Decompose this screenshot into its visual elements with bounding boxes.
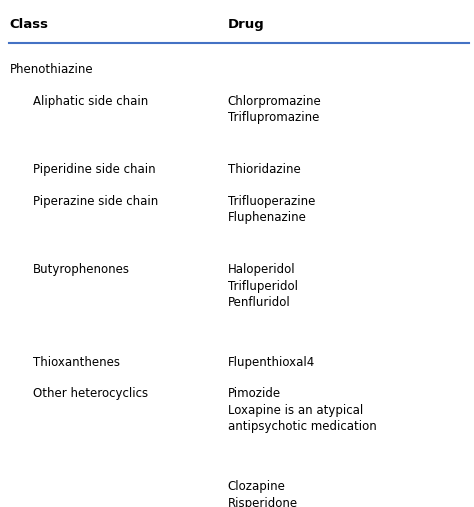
Text: Piperidine side chain: Piperidine side chain: [33, 163, 156, 176]
Text: Clozapine
Risperidone
Olanzapine
Quetiapine
Aripiprazole
Ziprasidone: Clozapine Risperidone Olanzapine Quetiap…: [228, 480, 299, 507]
Text: Piperazine side chain: Piperazine side chain: [33, 195, 158, 208]
Text: Butyrophenones: Butyrophenones: [33, 263, 130, 276]
Text: Chlorpromazine
Triflupromazine: Chlorpromazine Triflupromazine: [228, 95, 321, 124]
Text: Thioxanthenes: Thioxanthenes: [33, 356, 120, 369]
Text: Haloperidol
Trifluperidol
Penfluridol: Haloperidol Trifluperidol Penfluridol: [228, 263, 298, 309]
Text: Aliphatic side chain: Aliphatic side chain: [33, 95, 148, 108]
Text: Phenothiazine: Phenothiazine: [9, 63, 93, 77]
Text: Pimozide
Loxapine is an atypical
antipsychotic medication: Pimozide Loxapine is an atypical antipsy…: [228, 387, 376, 433]
Text: Drug: Drug: [228, 18, 264, 31]
Text: Other heterocyclics: Other heterocyclics: [33, 387, 148, 401]
Text: Trifluoperazine
Fluphenazine: Trifluoperazine Fluphenazine: [228, 195, 315, 224]
Text: Thioridazine: Thioridazine: [228, 163, 300, 176]
Text: Flupenthioxal4: Flupenthioxal4: [228, 356, 315, 369]
Text: Class: Class: [9, 18, 48, 31]
